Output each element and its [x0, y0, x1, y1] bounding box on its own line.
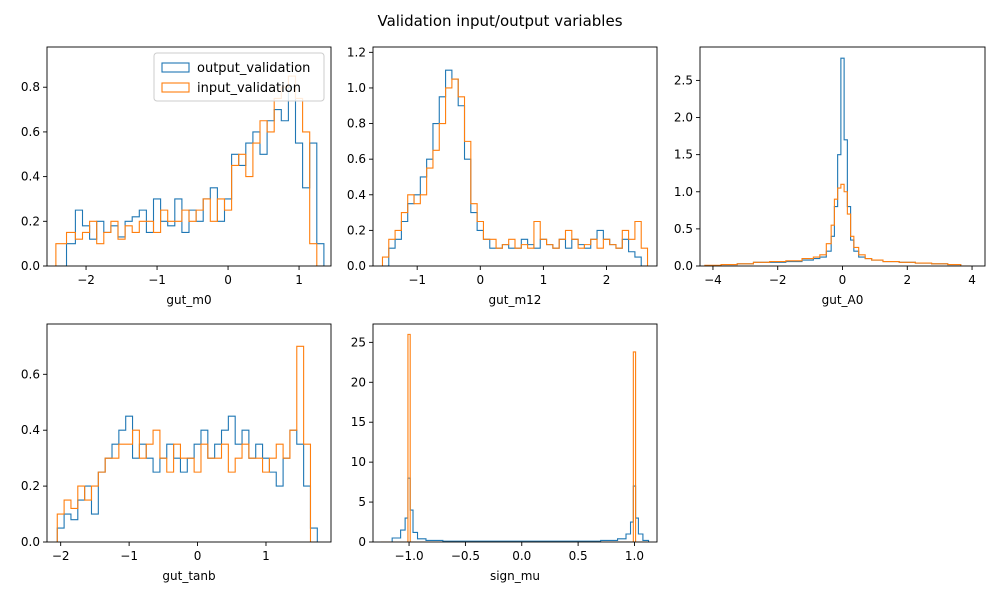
x-tick-label: −1: [408, 273, 426, 287]
x-tick-label: 0: [194, 549, 202, 563]
series-input_validation: [56, 345, 318, 542]
subplot-gut_tanb: −2 −1 0 1 0.0 0.2 0.4 0.6 gut_tanb: [21, 323, 332, 583]
y-tick-label: 0.2: [21, 479, 40, 493]
y-tick-label: 1.5: [674, 148, 693, 162]
x-tick-label: 0: [839, 273, 847, 287]
y-tick-label: 15: [351, 415, 366, 429]
x-tick-label: −1: [120, 549, 138, 563]
plot-area: [704, 57, 971, 266]
series-input_validation: [381, 78, 649, 266]
y-tick-label: 20: [351, 375, 366, 389]
y-tick-label: 0.6: [21, 125, 40, 139]
y-tick-label: 1.0: [347, 81, 366, 95]
subplot-gut_m12: −1 0 1 2 0.0 0.2 0.4 0.6 0.8 1.0 1.2 gut_m12: [347, 45, 658, 307]
y-tick-label: 25: [351, 335, 366, 349]
x-axis-label: sign_mu: [490, 569, 540, 583]
axes-frame: [372, 323, 658, 543]
x-tick-label: −4: [704, 273, 722, 287]
x-axis-label: gut_A0: [822, 293, 864, 307]
x-tick-label: 0: [476, 273, 484, 287]
y-tick-label: 0.5: [674, 222, 693, 236]
x-tick-label: −2: [77, 273, 95, 287]
x-tick-label: 2: [603, 273, 611, 287]
axes-frame: [46, 46, 332, 267]
x-tick-label: 1.0: [625, 549, 644, 563]
axes-frame: [46, 323, 332, 543]
x-axis-label: gut_m0: [166, 293, 211, 307]
y-tick-label: 0.0: [21, 259, 40, 273]
y-tick-label: 0.0: [21, 535, 40, 549]
x-tick-label: −1: [148, 273, 166, 287]
y-tick-label: 0.4: [21, 423, 40, 437]
x-tick-label: −0.5: [451, 549, 480, 563]
legend-swatch-output_validation: [161, 62, 190, 73]
y-tick-label: 0.8: [21, 80, 40, 94]
y-tick-label: 0.2: [21, 214, 40, 228]
x-tick-label: −2: [52, 549, 70, 563]
legend-label-input_validation: input_validation: [197, 81, 301, 96]
y-tick-label: 0.6: [21, 367, 40, 381]
y-tick-label: 5: [358, 495, 366, 509]
figure-title: Validation input/output variables: [377, 12, 622, 30]
x-tick-label: 4: [968, 273, 976, 287]
y-tick-label: 2.5: [674, 73, 693, 87]
series-input_validation: [704, 183, 971, 266]
y-tick-label: 0.2: [347, 223, 366, 237]
y-tick-label: 1.2: [347, 45, 366, 59]
y-tick-label: 1.0: [674, 185, 693, 199]
axes-frame: [372, 46, 658, 267]
x-tick-label: 1: [295, 273, 303, 287]
y-tick-label: 0.4: [347, 188, 366, 202]
y-tick-label: 0.0: [674, 259, 693, 273]
plot-area: [381, 69, 649, 266]
y-tick-label: 0: [358, 535, 366, 549]
subplot-gut_A0: −4 −2 0 2 4 0.0 0.5 1.0 1.5 2.0 2.5 gut_A0: [674, 46, 986, 307]
x-axis-label: gut_tanb: [162, 569, 215, 583]
series-input_validation: [380, 333, 649, 542]
y-tick-label: 0.0: [347, 259, 366, 273]
y-tick-label: 2.0: [674, 111, 693, 125]
x-tick-label: −2: [769, 273, 787, 287]
x-tick-label: 1: [262, 549, 270, 563]
subplot-sign_mu: −1.0 −0.5 0.0 0.5 1.0 0 5 10 15 20 25 sign_mu: [351, 323, 658, 583]
subplot-gut_m0: −2 −1 0 1 0.0 0.2 0.4 0.6 0.8 gut_m0 output_valida…: [21, 46, 332, 307]
x-tick-label: 2: [903, 273, 911, 287]
y-tick-label: 0.8: [347, 117, 366, 131]
y-tick-label: 0.6: [347, 152, 366, 166]
x-tick-label: 0: [224, 273, 232, 287]
legend-label-output_validation: output_validation: [197, 61, 310, 76]
legend: output_validation input_validation: [153, 52, 325, 102]
subplots: −2 −1 0 1 0.0 0.2 0.4 0.6 0.8 gut_m0 output_valida…: [21, 45, 986, 583]
plot-area: [56, 345, 318, 542]
legend-swatch-input_validation: [161, 82, 190, 93]
y-tick-label: 0.4: [21, 170, 40, 184]
legend-box: [153, 52, 325, 102]
x-tick-label: −1.0: [394, 549, 423, 563]
x-tick-label: 1: [540, 273, 548, 287]
x-tick-label: 0.5: [569, 549, 588, 563]
plot-area: [380, 333, 650, 542]
y-tick-label: 10: [351, 455, 366, 469]
x-axis-label: gut_m12: [489, 293, 542, 307]
x-tick-label: 0.0: [512, 549, 531, 563]
